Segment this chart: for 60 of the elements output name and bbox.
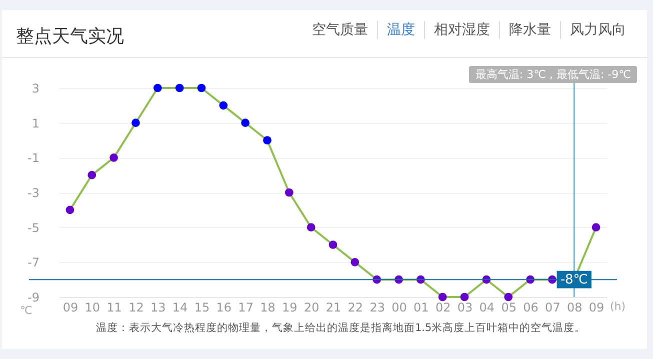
x-tick-label: 22 [348, 300, 364, 314]
x-tick-label: 13 [150, 300, 166, 314]
text: 相对湿度 [424, 21, 499, 39]
point [592, 223, 600, 232]
point [284, 188, 294, 197]
point [263, 136, 272, 144]
point [504, 292, 513, 302]
x-tick-label: 09 [62, 300, 78, 314]
y-tick-label: 3 [32, 82, 40, 96]
point [241, 118, 250, 128]
point [88, 170, 96, 180]
x-tick-label: 11 [106, 300, 122, 314]
point [219, 101, 228, 110]
x-tick-label: 12 [128, 300, 144, 314]
x-tick-label: 02 [435, 300, 451, 314]
x-tick-label: 21 [326, 300, 342, 314]
x-tick-label: 01 [414, 300, 429, 314]
x-tick-label: 07 [545, 300, 560, 314]
y-tick-label: -5 [28, 220, 40, 235]
x-tick-label: 03 [457, 300, 473, 314]
x-tick-label: 19 [282, 300, 298, 314]
text: 降水量 [499, 21, 560, 39]
x-tick-label: 09 [588, 300, 604, 314]
x-tick-label: 20 [304, 300, 320, 314]
point [350, 258, 360, 266]
y-tick-label: 1 [32, 116, 40, 130]
x-tick-label: 15 [194, 300, 210, 314]
x-tick-label: 16 [216, 300, 232, 314]
point [197, 84, 206, 92]
text: 温度：表示大气冷热程度的物理量，气象上给出的温度是指离地面1.5米高度上百叶箱中的空气温度。 [96, 321, 586, 335]
y-tick-label: -9 [28, 290, 40, 304]
point [153, 84, 162, 92]
x-tick-label: 17 [238, 300, 254, 314]
x-tick-label: 18 [260, 300, 276, 314]
text: 空气质量 [311, 21, 369, 39]
text: 风力风向 [560, 21, 635, 39]
x-tick-label: 14 [172, 300, 188, 314]
y-tick-label: -3 [28, 186, 40, 200]
x-tick-label: 04 [479, 300, 495, 314]
text: 温度 [377, 21, 424, 39]
point [175, 84, 184, 92]
point [306, 223, 316, 232]
point [328, 240, 338, 249]
point [438, 292, 447, 302]
x-axis-title: (h) [610, 300, 626, 313]
x-tick-label: 00 [392, 300, 407, 314]
x-tick-label: 23 [370, 300, 385, 314]
point [66, 206, 74, 214]
x-tick-label: 08 [566, 300, 582, 314]
chart-title: 整点天气实况 [16, 25, 124, 48]
point [460, 292, 469, 302]
text: 最高气温: 3℃ , 最低气温: -9℃ [469, 66, 637, 83]
y-tick-label: -1 [28, 151, 40, 166]
y-axis-title: ℃ [20, 304, 32, 317]
x-tick-label: 06 [523, 300, 538, 314]
point [132, 118, 140, 128]
x-tick-label: 10 [84, 300, 100, 314]
point [110, 153, 118, 162]
x-tick-label: 05 [501, 300, 516, 314]
y-tick-label: -7 [28, 256, 40, 270]
